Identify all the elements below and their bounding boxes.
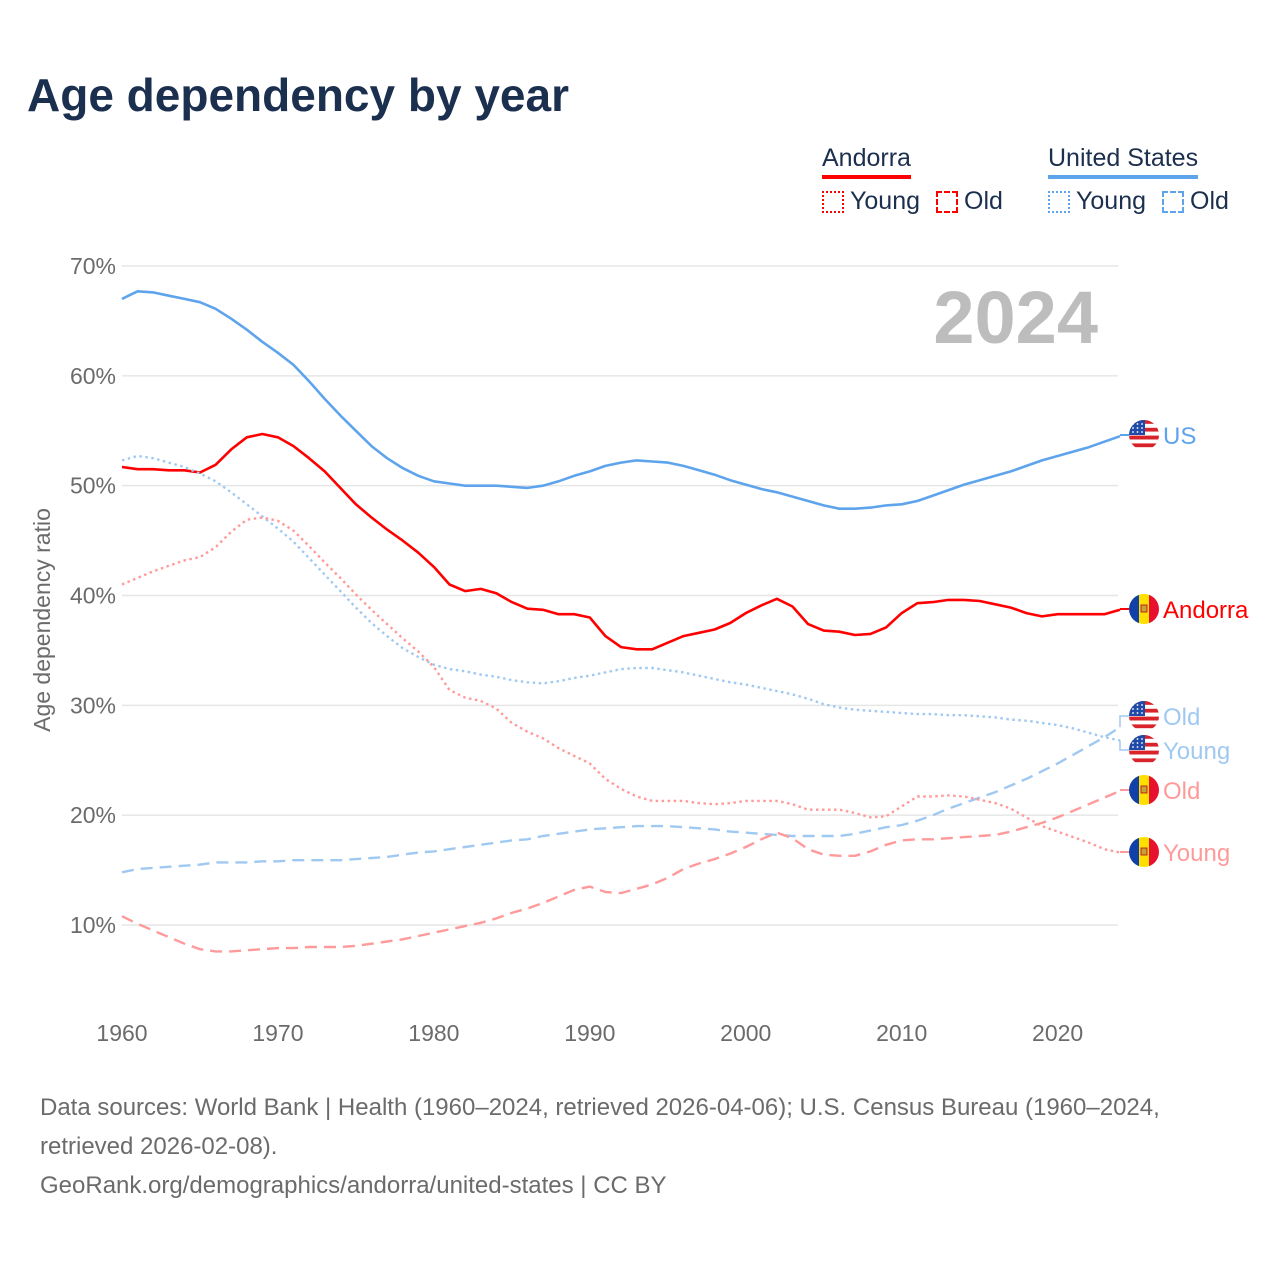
end-label-united-states-young: Young	[1119, 735, 1230, 765]
y-tick-label: 50%	[70, 473, 116, 499]
series-line-andorra-young	[121, 516, 1121, 854]
end-label-andorra-young: Young	[1120, 837, 1230, 867]
x-tick-label: 2000	[720, 1020, 771, 1046]
year-watermark: 2024	[933, 276, 1098, 359]
series-line-united-states-young	[121, 454, 1121, 742]
dotted-swatch-icon	[822, 190, 844, 213]
legend-andorra-label: Andorra	[822, 144, 911, 179]
legend-us-young[interactable]: Young	[1048, 187, 1146, 216]
y-tick-label: 70%	[70, 253, 116, 279]
y-tick-label: 20%	[70, 802, 116, 828]
andorra-flag-icon	[1129, 594, 1159, 624]
x-tick-label: 1970	[252, 1020, 303, 1046]
x-tick-label: 1960	[96, 1020, 147, 1046]
us-flag-icon	[1129, 701, 1159, 731]
legend-label: Young	[1076, 187, 1146, 215]
end-label-text: Old	[1163, 704, 1200, 731]
end-label-text: US	[1163, 423, 1196, 450]
chart-title: Age dependency by year	[27, 69, 569, 121]
legend-label: Young	[850, 187, 920, 215]
legend-label: Old	[1190, 187, 1229, 215]
end-label-text: Andorra	[1163, 597, 1249, 624]
end-label-text: Young	[1163, 738, 1230, 765]
leader-line	[1119, 715, 1129, 728]
x-tick-label: 1980	[408, 1020, 459, 1046]
data-sources: Data sources: World Bank | Health (1960–…	[40, 1094, 1160, 1160]
end-label-text: Young	[1163, 840, 1230, 867]
series-line-andorra	[121, 432, 1121, 651]
end-label-andorra-old: Old	[1120, 775, 1200, 805]
y-tick-label: 60%	[70, 363, 116, 389]
x-tick-label: 2010	[876, 1020, 927, 1046]
x-tick-label: 1990	[564, 1020, 615, 1046]
line-chart: 10% 20% 30% 40% 50% 60% 70% 1960 1970 1980 1990 200…	[29, 253, 1249, 1046]
legend-andorra-young[interactable]: Young	[822, 187, 920, 216]
leader-line	[1119, 740, 1129, 751]
dashed-swatch-icon	[936, 190, 958, 213]
series-line-united-states-old	[121, 726, 1121, 874]
series-line-united-states	[121, 289, 1121, 511]
us-flag-icon	[1129, 735, 1159, 765]
x-tick-label: 2020	[1032, 1020, 1083, 1046]
legend-andorra-old[interactable]: Old	[936, 187, 1003, 216]
credit-link[interactable]: GeoRank.org/demographics/andorra/united-…	[40, 1172, 667, 1199]
y-tick-label: 30%	[70, 692, 116, 718]
andorra-flag-icon	[1129, 837, 1159, 867]
us-flag-icon	[1129, 420, 1159, 450]
footer: Data sources: World Bank | Health (1960–…	[40, 1088, 1250, 1205]
legend-us-old[interactable]: Old	[1162, 187, 1229, 216]
dotted-swatch-icon	[1048, 190, 1070, 213]
dashed-swatch-icon	[1162, 190, 1184, 213]
end-label-andorra: Andorra	[1120, 594, 1249, 624]
series-line-andorra-old	[121, 789, 1121, 953]
end-label-united-states-old: Old	[1119, 701, 1200, 731]
legend-united-states[interactable]: United States Young Old	[1048, 144, 1229, 216]
y-tick-label: 10%	[70, 912, 116, 938]
y-axis-label: Age dependency ratio	[29, 508, 55, 732]
legend-andorra[interactable]: Andorra Young Old	[822, 144, 1003, 216]
end-label-united-states: US	[1120, 420, 1196, 450]
legend-label: Old	[964, 187, 1003, 215]
end-label-text: Old	[1163, 778, 1200, 805]
legend-us-label: United States	[1048, 144, 1199, 179]
andorra-flag-icon	[1129, 775, 1159, 805]
y-tick-label: 40%	[70, 583, 116, 609]
